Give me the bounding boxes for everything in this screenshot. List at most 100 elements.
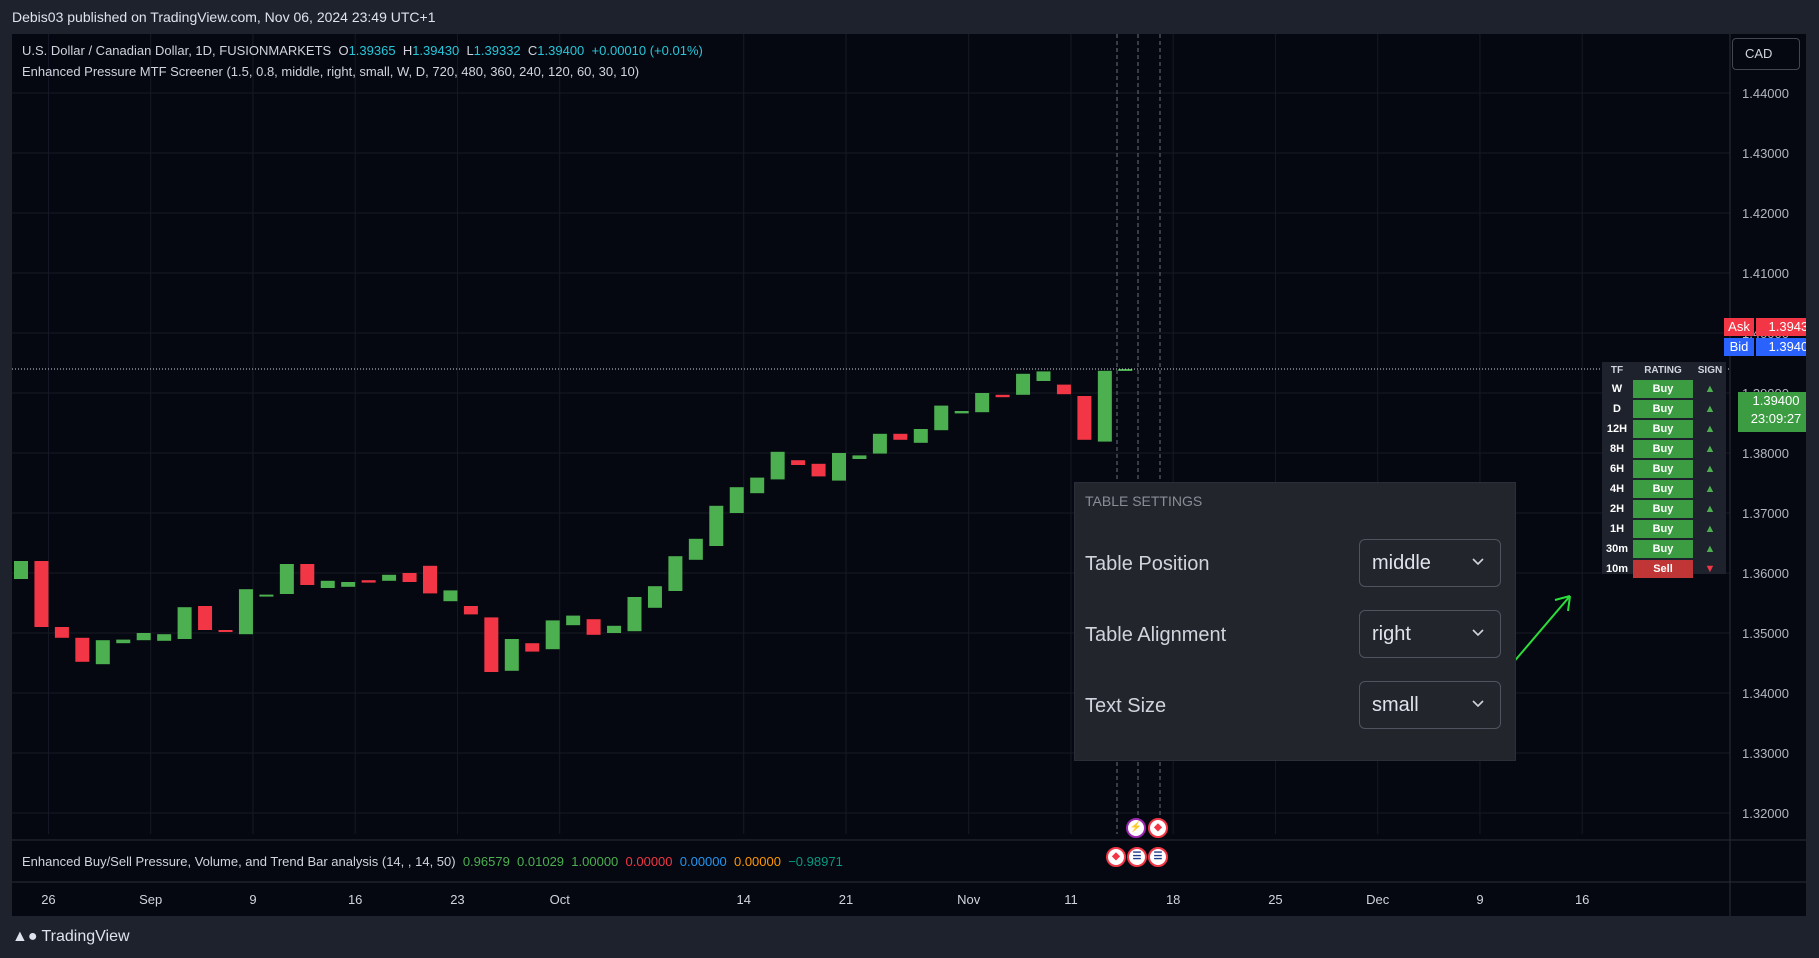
close-value: 1.39400 xyxy=(537,43,585,58)
y-tick-label: 1.44000 xyxy=(1742,86,1789,101)
screener-tf: 4H xyxy=(1609,483,1625,495)
symbol-name[interactable]: U.S. Dollar / Canadian Dollar, 1D, FUSIO… xyxy=(22,43,332,58)
candle xyxy=(1056,384,1071,395)
candle xyxy=(709,505,724,546)
lightning-event-icon[interactable]: ⚡ xyxy=(1126,818,1146,838)
candle xyxy=(14,561,28,579)
tradingview-logo[interactable]: ▲● TradingView xyxy=(12,928,130,945)
screener-signal: ▲ xyxy=(1704,423,1716,435)
y-tick-label: 1.33000 xyxy=(1742,746,1789,761)
screener-signal: ▲ xyxy=(1704,383,1716,395)
screener-signal: ▲ xyxy=(1704,403,1716,415)
indicator-legend-screener[interactable]: Enhanced Pressure MTF Screener (1.5, 0.8… xyxy=(22,64,640,79)
screener-tf: 6H xyxy=(1609,463,1625,475)
candle xyxy=(443,590,458,602)
screener-tf: 1H xyxy=(1609,523,1625,535)
candle xyxy=(954,411,969,414)
us-flag-icon[interactable]: ☰ xyxy=(1127,847,1147,867)
ind-value: 0.00000 xyxy=(733,854,781,869)
candle xyxy=(1097,370,1112,442)
candle xyxy=(382,574,397,581)
candle xyxy=(402,573,417,582)
ind-value: 0.00000 xyxy=(679,854,727,869)
candle xyxy=(504,639,519,671)
x-tick-label: Sep xyxy=(139,892,162,907)
candle xyxy=(729,487,744,513)
x-tick-label: 26 xyxy=(41,892,55,907)
candle xyxy=(463,606,478,615)
candle xyxy=(300,564,315,585)
x-tick-label: 21 xyxy=(839,892,853,907)
ind-value: 0.00000 xyxy=(625,854,673,869)
screener-signal: ▼ xyxy=(1704,563,1716,575)
x-tick-label: 9 xyxy=(249,892,256,907)
candle xyxy=(1118,369,1133,371)
candle xyxy=(811,463,826,477)
candle xyxy=(320,580,335,588)
footer: ▲● TradingView xyxy=(0,916,1819,958)
us-flag-icon[interactable]: ☰ xyxy=(1148,847,1168,867)
screener-tf: 30m xyxy=(1605,543,1629,555)
arrow-line xyxy=(1505,595,1571,672)
bid-badge: Bid 1.39400 xyxy=(1724,338,1806,356)
chevron-down-icon xyxy=(1472,700,1484,708)
canada-flag-icon[interactable]: ◆ xyxy=(1106,847,1126,867)
screener-rating: Buy xyxy=(1633,420,1693,438)
candle xyxy=(688,538,703,560)
screener-tf: 10m xyxy=(1605,563,1629,575)
change-value: +0.00010 (+0.01%) xyxy=(591,43,703,58)
x-tick-label: 9 xyxy=(1476,892,1483,907)
indicator-legend-pressure[interactable]: Enhanced Buy/Sell Pressure, Volume, and … xyxy=(22,854,843,869)
candle xyxy=(136,633,151,641)
screener-signal: ▲ xyxy=(1704,483,1716,495)
x-tick-label: Nov xyxy=(957,892,981,907)
candle xyxy=(872,433,887,454)
open-value: 1.39365 xyxy=(348,43,396,58)
screener-rating: Buy xyxy=(1633,440,1693,458)
high-value: 1.39430 xyxy=(412,43,460,58)
candle xyxy=(934,405,949,431)
screener-signal: ▲ xyxy=(1704,443,1716,455)
candle xyxy=(341,582,356,587)
x-tick-label: 25 xyxy=(1268,892,1282,907)
canada-flag-icon[interactable]: ◆ xyxy=(1148,818,1168,838)
candle xyxy=(647,586,662,608)
chevron-down-icon xyxy=(1472,629,1484,637)
text-size-select[interactable]: small xyxy=(1359,681,1501,729)
candle xyxy=(791,460,806,465)
candle xyxy=(1036,371,1051,381)
screener-header: TF xyxy=(1610,365,1624,376)
x-tick-label: 16 xyxy=(348,892,362,907)
y-tick-label: 1.42000 xyxy=(1742,206,1789,221)
screener-tf: 8H xyxy=(1609,443,1625,455)
candle xyxy=(157,634,172,641)
candle xyxy=(1016,373,1031,395)
candle xyxy=(852,455,867,459)
candle xyxy=(668,556,683,591)
mtf-screener-table: TF RATING SIGN W Buy ▲ D Buy ▲ 12H Buy ▲ 8H Buy ▲ 6H Buy… xyxy=(1602,362,1726,578)
x-tick-label: Oct xyxy=(550,892,571,907)
screener-rating: Sell xyxy=(1633,560,1693,578)
x-tick-label: Dec xyxy=(1366,892,1390,907)
candle xyxy=(177,607,192,639)
currency-button[interactable]: CAD xyxy=(1732,38,1800,70)
current-price-badge: 1.39400 23:09:27 xyxy=(1738,392,1806,432)
candle xyxy=(525,643,540,652)
screener-rating: Buy xyxy=(1633,460,1693,478)
table-position-select[interactable]: middle xyxy=(1359,539,1501,587)
screener-tf: D xyxy=(1613,403,1621,415)
table-alignment-select[interactable]: right xyxy=(1359,610,1501,658)
table-settings-panel: TABLE SETTINGS Table Position middle Tab… xyxy=(1074,482,1516,761)
screener-signal: ▲ xyxy=(1704,463,1716,475)
price-chart[interactable]: 1.440001.430001.420001.410001.400001.390… xyxy=(12,34,1806,916)
x-tick-label: 23 xyxy=(450,892,464,907)
y-tick-label: 1.36000 xyxy=(1742,566,1789,581)
chart-area[interactable]: 1.440001.430001.420001.410001.400001.390… xyxy=(12,34,1806,916)
x-tick-label: 18 xyxy=(1166,892,1180,907)
y-tick-label: 1.41000 xyxy=(1742,266,1789,281)
ind-value: 0.96579 xyxy=(462,854,510,869)
candle xyxy=(770,451,785,480)
candle xyxy=(607,625,622,633)
screener-header: RATING xyxy=(1644,365,1682,376)
candle xyxy=(361,580,376,583)
